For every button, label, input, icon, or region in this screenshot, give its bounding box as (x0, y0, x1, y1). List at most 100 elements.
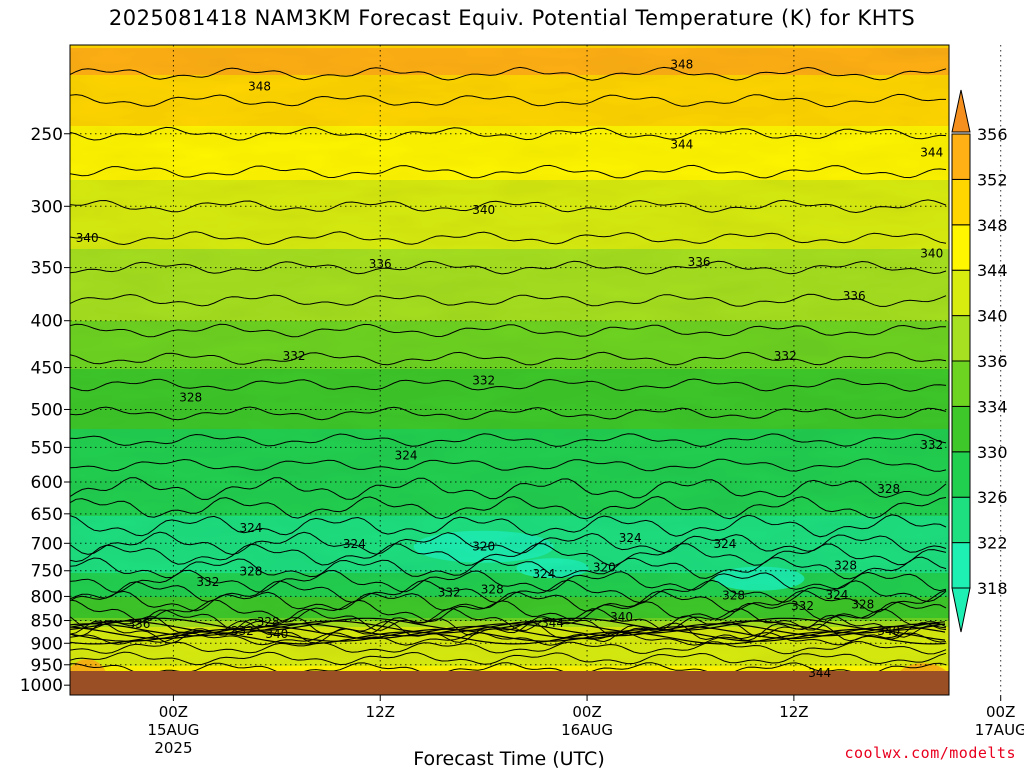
colorbar-label: 326 (977, 488, 1008, 507)
colorbar-segment (951, 451, 971, 498)
contour-line (70, 351, 947, 366)
contour-label: 324 (395, 448, 418, 462)
contour-line (70, 589, 947, 613)
contour-line (70, 433, 947, 447)
contour-label: 328 (257, 615, 280, 629)
contour-label: 340 (610, 610, 633, 624)
contour-line (70, 514, 947, 538)
contour-label: 324 (343, 537, 366, 551)
contour-line (70, 406, 947, 421)
y-tick-label: 650 (31, 505, 63, 525)
contour-label: 336 (688, 255, 711, 269)
colorbar-label: 356 (977, 125, 1008, 144)
credit-text: coolwx.com/modelts (844, 744, 1016, 762)
contour-line (70, 640, 947, 655)
contour-label: 332 (283, 349, 306, 363)
contour-label: 332 (920, 438, 943, 452)
colorbar-segment (951, 360, 971, 407)
contour-line (70, 599, 947, 623)
x-tick-label: 17AUG (975, 721, 1024, 739)
contour-line (70, 631, 947, 646)
y-tick-label: 450 (31, 359, 63, 379)
contour-label: 336 (843, 289, 866, 303)
contour-line (70, 662, 947, 676)
contour-label: 324 (619, 531, 642, 545)
x-tick-label: 12Z (366, 703, 395, 721)
y-tick-label: 350 (31, 259, 63, 279)
contour-line (70, 651, 947, 666)
contour-line (70, 93, 946, 108)
contour-line (70, 542, 947, 567)
colorbar-top-arrow (951, 89, 971, 133)
x-tick-label: 00Z (572, 703, 601, 721)
y-tick-label: 750 (31, 562, 63, 582)
colorbar-label: 348 (977, 216, 1008, 235)
colorbar-label: 318 (977, 579, 1008, 598)
y-tick-label: 700 (31, 534, 63, 554)
contour-label: 332 (472, 374, 495, 388)
y-tick-label: 950 (31, 656, 63, 676)
contour-line (70, 556, 947, 580)
field-texture (70, 45, 949, 695)
contour-label: 328 (179, 390, 202, 404)
contour-lines (70, 66, 947, 686)
contour-label: 348 (248, 80, 271, 94)
colorbar-segment (951, 133, 971, 180)
contour-label: 328 (834, 558, 857, 572)
contour-line (70, 164, 947, 179)
contour-label: 324 (240, 521, 263, 535)
x-tick-label: 2025 (154, 739, 192, 757)
y-tick-label: 400 (31, 312, 63, 332)
y-axis: 2503003504004505005506006507007508008509… (20, 125, 70, 696)
contour-line (70, 458, 947, 472)
y-tick-label: 250 (31, 125, 63, 145)
colorbar-label: 336 (977, 352, 1008, 371)
contour-label: 340 (472, 203, 495, 217)
x-tick-label: 12Z (779, 703, 808, 721)
colorbar: 318 322 326 330 334 336 340 344 348 352 356 (951, 89, 1008, 633)
colorbar-label: 352 (977, 170, 1008, 189)
colorbar-segment (951, 542, 971, 589)
colorbar-segment (951, 315, 971, 362)
contour-label: 324 (713, 537, 736, 551)
colorbar-segment (951, 269, 971, 317)
contour-label: 336 (127, 617, 150, 631)
contour-line (70, 231, 947, 246)
contour-label: 344 (541, 616, 564, 630)
colorbar-label: 340 (977, 307, 1008, 326)
y-tick-label: 550 (31, 438, 63, 458)
colorbar-segment (951, 496, 971, 544)
contour-line (70, 631, 946, 645)
colorbar-label: 330 (977, 443, 1008, 462)
contour-label: 340 (76, 231, 99, 245)
contour-label: 340 (265, 627, 288, 641)
grid-lines (70, 45, 1002, 695)
y-tick-label: 300 (31, 197, 63, 217)
contour-line (70, 628, 946, 642)
contour-line (70, 531, 947, 556)
x-tick-label: 00Z (159, 703, 188, 721)
contour-label: 332 (774, 349, 797, 363)
contour-line (70, 569, 947, 593)
y-tick-label: 500 (31, 400, 63, 420)
contour-label: 344 (670, 138, 693, 152)
y-tick-label: 1000 (20, 676, 63, 696)
contour-label: 340 (920, 247, 943, 261)
x-tick-label: 15AUG (147, 721, 199, 739)
ground-layer (70, 671, 949, 695)
x-axis-title: Forecast Time (UTC) (413, 748, 604, 768)
x-tick-label: 16AUG (561, 721, 613, 739)
contour-line (70, 260, 947, 275)
colorbar-label: 322 (977, 534, 1008, 553)
contour-label: 328 (851, 597, 874, 611)
contour-label: 328 (877, 482, 900, 496)
contour-label: 336 (369, 257, 392, 271)
contour-label: 324 (826, 588, 849, 602)
contour-label: 332 (438, 585, 461, 599)
colorbar-label: 344 (977, 261, 1008, 280)
colorbar-segment (951, 405, 971, 453)
x-tick-label: 00Z (986, 703, 1015, 721)
